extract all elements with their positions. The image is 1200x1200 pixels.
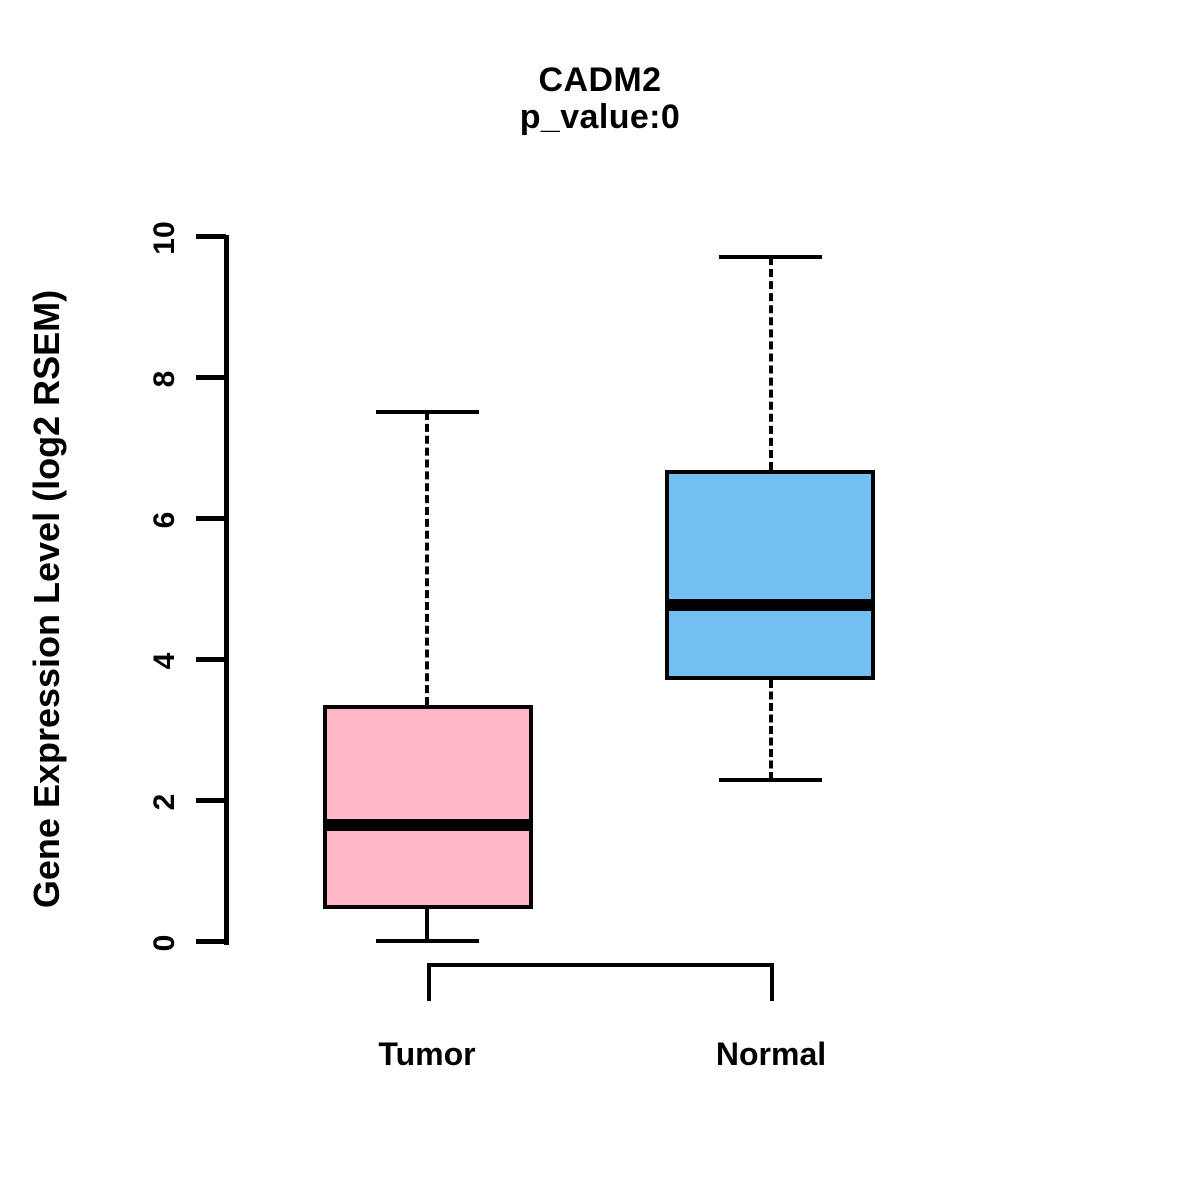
- tumor-box: [323, 705, 533, 909]
- tumor-median-line: [323, 819, 533, 831]
- normal-lower-whisker: [769, 680, 773, 780]
- y-tick-4: [196, 657, 226, 662]
- y-tick-label-4: 4: [148, 652, 181, 670]
- y-tick-label-8: 8: [148, 370, 181, 388]
- y-tick-label-10: 10: [148, 221, 181, 255]
- page-title: CADM2: [538, 61, 662, 99]
- chart-title-block: CADM2 p_value:0: [0, 62, 1200, 135]
- tumor-lower-whisker: [425, 905, 429, 943]
- x-axis-label-tumor: Tumor: [378, 1036, 476, 1072]
- tumor-upper-whisker: [425, 412, 429, 705]
- x-axis-line: [427, 963, 774, 967]
- normal-median-line: [665, 599, 875, 611]
- y-axis-title: Gene Expression Level (log2 RSEM): [26, 289, 67, 909]
- y-tick-8: [196, 375, 226, 380]
- y-tick-label-0: 0: [148, 934, 181, 952]
- y-tick-label-6: 6: [148, 511, 181, 529]
- y-tick-label-2: 2: [148, 793, 181, 811]
- y-tick-2: [196, 798, 226, 803]
- y-tick-10: [196, 234, 226, 239]
- y-tick-6: [196, 516, 226, 521]
- tumor-upper-whisker-cap: [376, 410, 479, 414]
- tumor-lower-whisker-cap: [376, 939, 479, 943]
- normal-upper-whisker-cap: [719, 255, 822, 259]
- normal-lower-whisker-cap: [719, 778, 822, 782]
- y-axis-line: [224, 235, 229, 945]
- normal-upper-whisker: [769, 257, 773, 470]
- x-axis-label-normal: Normal: [715, 1036, 827, 1072]
- normal-box: [665, 470, 875, 680]
- chart-subtitle: p_value:0: [519, 97, 681, 136]
- y-tick-0: [196, 939, 226, 944]
- x-axis-tick-normal: [770, 963, 774, 1001]
- x-axis-tick-tumor: [427, 963, 431, 1001]
